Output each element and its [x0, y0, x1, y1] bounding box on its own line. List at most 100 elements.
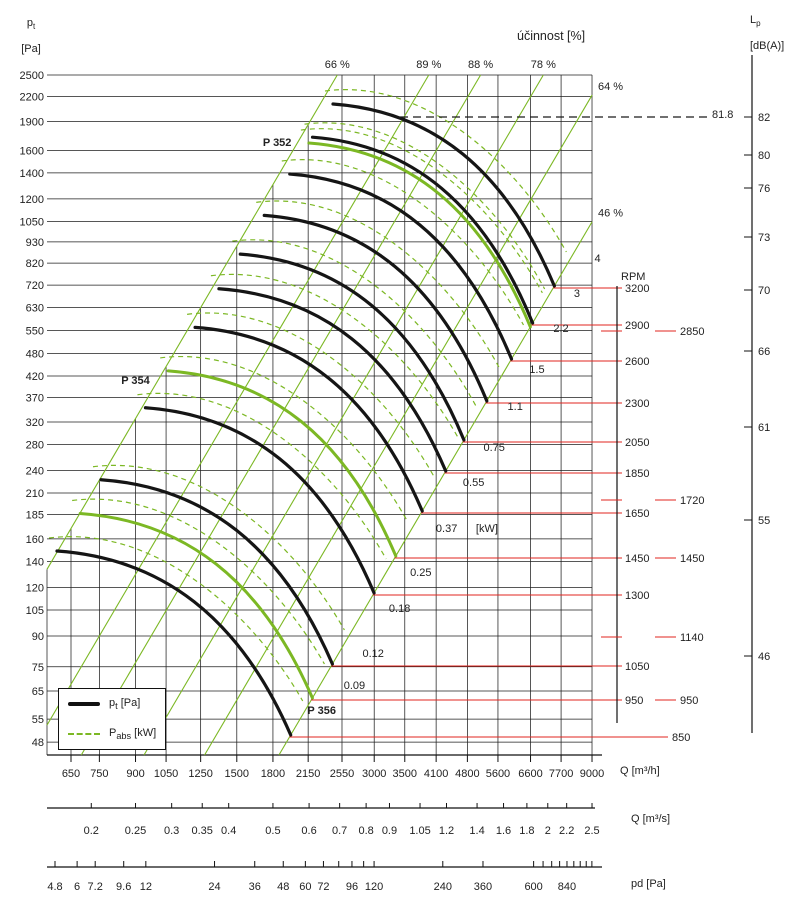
fan-curve-p352	[307, 141, 532, 329]
svg-text:2050: 2050	[625, 437, 649, 449]
svg-text:1.4: 1.4	[469, 825, 484, 837]
svg-text:6600: 6600	[518, 768, 542, 780]
power-curve-1850	[210, 273, 459, 438]
efficiency-lines: 66 % 89 % 88 % 78 % 64 % 46 %	[46, 59, 623, 756]
svg-text:950: 950	[680, 695, 698, 707]
svg-text:2300: 2300	[625, 398, 649, 410]
legend-item-pabs: Pabs [kW]	[59, 719, 165, 749]
svg-text:1140: 1140	[680, 632, 704, 644]
svg-text:9000: 9000	[580, 768, 604, 780]
svg-text:1250: 1250	[188, 768, 212, 780]
svg-text:1850: 1850	[625, 468, 649, 480]
svg-text:36: 36	[249, 881, 261, 893]
fan-curves	[55, 102, 556, 737]
svg-text:75: 75	[32, 662, 44, 674]
grid-vertical-lines	[46, 75, 593, 755]
power-curve-1650	[187, 312, 435, 478]
svg-text:P 354: P 354	[121, 375, 150, 387]
power-curve-3200	[324, 89, 567, 253]
svg-text:1.6: 1.6	[496, 825, 511, 837]
svg-text:89 %: 89 %	[416, 59, 441, 71]
svg-text:4: 4	[594, 253, 600, 265]
fan-curve-2300	[262, 213, 489, 403]
svg-text:850: 850	[672, 732, 690, 744]
svg-text:1400: 1400	[20, 168, 44, 180]
svg-text:820: 820	[26, 258, 44, 270]
svg-text:3: 3	[574, 288, 580, 300]
legend-label: pt [Pa]	[109, 696, 141, 712]
power-absorbed-curves	[48, 89, 567, 702]
svg-text:96: 96	[346, 881, 358, 893]
fan-curve-2050	[238, 252, 466, 442]
power-curve-2900	[304, 122, 546, 290]
svg-text:12: 12	[140, 881, 152, 893]
svg-text:24: 24	[208, 881, 220, 893]
svg-text:1600: 1600	[20, 145, 44, 157]
chart-title: účinnost [%]	[517, 29, 586, 43]
rpm-rows: 3200 2900 2600 2300 2050 1850 1650 1450 1300 1050…	[289, 283, 704, 744]
svg-text:650: 650	[62, 768, 80, 780]
legend-label: Pabs [kW]	[109, 726, 157, 742]
y-axis-tick-labels: 2500 2200 1900 1600 1400 1200 1050 930 820 720 630…	[20, 70, 44, 749]
svg-text:3500: 3500	[393, 768, 417, 780]
legend-item-pt: pt [Pa]	[59, 689, 165, 719]
svg-text:88 %: 88 %	[468, 59, 493, 71]
svg-text:66 %: 66 %	[325, 59, 350, 71]
svg-text:1.05: 1.05	[409, 825, 430, 837]
svg-text:1.5: 1.5	[529, 364, 544, 376]
fan-curve-1850	[217, 287, 448, 473]
svg-text:78 %: 78 %	[531, 59, 556, 71]
svg-text:240: 240	[434, 881, 452, 893]
svg-text:280: 280	[26, 439, 44, 451]
svg-text:600: 600	[524, 881, 542, 893]
svg-text:105: 105	[26, 605, 44, 617]
fan-curve-1050	[99, 478, 334, 666]
svg-text:1500: 1500	[225, 768, 249, 780]
svg-text:140: 140	[26, 556, 44, 568]
svg-text:P 352: P 352	[263, 137, 292, 149]
svg-text:0.12: 0.12	[363, 648, 384, 660]
svg-text:160: 160	[26, 534, 44, 546]
svg-text:4100: 4100	[424, 768, 448, 780]
svg-text:0.37: 0.37	[436, 523, 457, 535]
svg-text:0.3: 0.3	[164, 825, 179, 837]
svg-text:2.2: 2.2	[559, 825, 574, 837]
svg-text:66: 66	[758, 346, 770, 358]
pabs-dashed-sample-icon	[68, 733, 100, 735]
svg-text:0.4: 0.4	[221, 825, 236, 837]
svg-text:185: 185	[26, 509, 44, 521]
svg-text:0.8: 0.8	[358, 825, 373, 837]
svg-text:0.25: 0.25	[410, 567, 431, 579]
svg-text:3000: 3000	[362, 768, 386, 780]
y-axis-title: pt [Pa]	[21, 17, 41, 56]
fan-curve-850	[55, 549, 293, 737]
svg-text:1720: 1720	[680, 495, 704, 507]
svg-text:0.6: 0.6	[301, 825, 316, 837]
svg-text:2200: 2200	[20, 92, 44, 104]
svg-text:[kW]: [kW]	[476, 523, 498, 535]
svg-text:0.9: 0.9	[382, 825, 397, 837]
svg-text:1050: 1050	[625, 661, 649, 673]
fan-curve-1650	[193, 325, 424, 513]
svg-text:55: 55	[758, 515, 770, 527]
svg-text:480: 480	[26, 349, 44, 361]
svg-text:1650: 1650	[625, 508, 649, 520]
x2-axis: 0.2 0.25 0.3 0.35 0.4 0.5 0.6 0.7 0.8 0.9 1.05 1.2 1…	[47, 803, 600, 837]
svg-text:1800: 1800	[261, 768, 285, 780]
fan-curve-3200	[331, 102, 556, 288]
svg-text:4.8: 4.8	[47, 881, 62, 893]
svg-text:370: 370	[26, 392, 44, 404]
power-curve-950	[72, 498, 325, 665]
noise-axis-title: Lp [dB(A)]	[750, 14, 785, 53]
fan-curve-2900	[310, 135, 535, 325]
svg-text:2150: 2150	[296, 768, 320, 780]
svg-text:0.75: 0.75	[483, 442, 504, 454]
svg-text:90: 90	[32, 631, 44, 643]
svg-text:0.5: 0.5	[265, 825, 280, 837]
svg-text:2850: 2850	[680, 326, 704, 338]
svg-text:0.18: 0.18	[389, 603, 410, 615]
x2-axis-unit: Q [m³/s]	[631, 813, 671, 825]
svg-text:5600: 5600	[486, 768, 510, 780]
svg-text:46: 46	[758, 651, 770, 663]
